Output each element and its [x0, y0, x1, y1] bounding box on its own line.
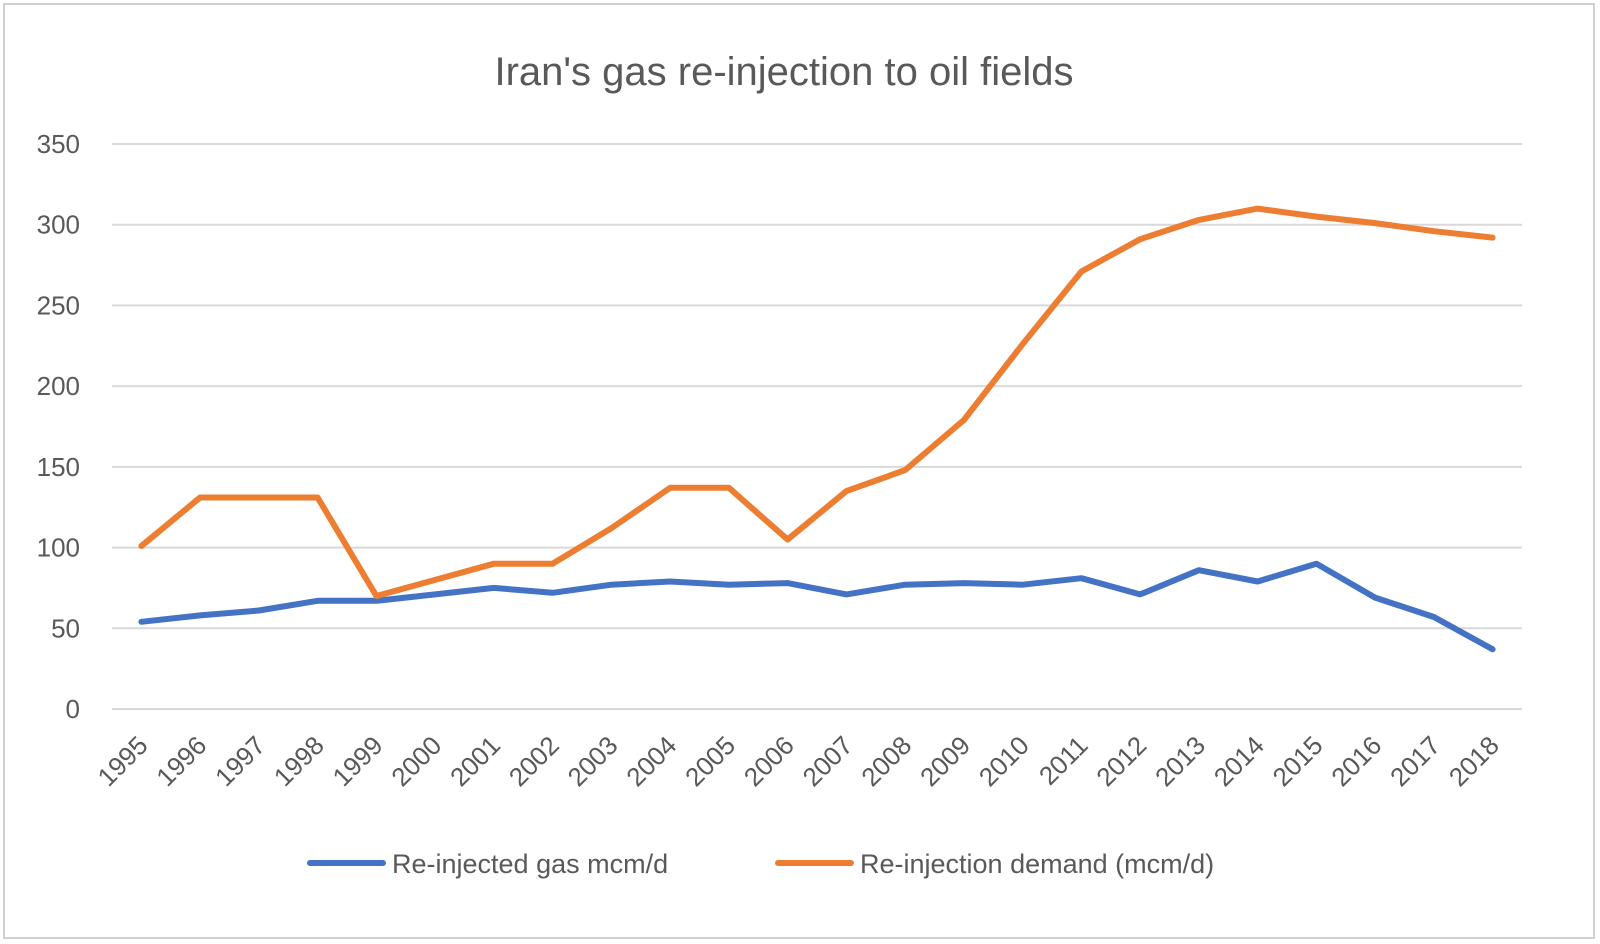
x-tick-label: 2000	[385, 730, 447, 792]
series-lines	[138, 205, 1496, 653]
y-tick-label: 50	[51, 613, 80, 643]
y-tick-label: 100	[37, 533, 80, 563]
y-tick-label: 150	[37, 452, 80, 482]
x-tick-label: 2007	[797, 730, 859, 792]
x-tick-label: 2010	[973, 730, 1035, 792]
x-tick-label: 2011	[1033, 730, 1094, 791]
x-tick-label: 2012	[1090, 730, 1152, 792]
x-tick-label: 2016	[1325, 730, 1387, 792]
x-tick-label: 2003	[562, 730, 624, 792]
x-tick-label: 2018	[1443, 730, 1505, 792]
y-tick-label: 250	[37, 290, 80, 320]
y-tick-label: 350	[37, 129, 80, 159]
x-tick-label: 2001	[444, 730, 506, 792]
x-tick-label: 1999	[327, 730, 389, 792]
x-tick-label: 1998	[268, 730, 330, 792]
legend-label-re-injected-gas: Re-injected gas mcm/d	[392, 849, 668, 879]
x-tick-label: 2013	[1149, 730, 1211, 792]
x-tick-label: 2015	[1267, 730, 1329, 792]
gridlines	[112, 143, 1522, 710]
x-tick-label: 2002	[503, 730, 565, 792]
x-tick-label: 1996	[150, 730, 212, 792]
legend: Re-injected gas mcm/d Re-injection demand…	[307, 849, 1214, 879]
legend-label-re-injection-demand: Re-injection demand (mcm/d)	[860, 849, 1214, 879]
x-tick-label: 2005	[679, 730, 741, 792]
x-tick-label: 2006	[738, 730, 800, 792]
chart-title: Iran's gas re-injection to oil fields	[494, 50, 1073, 94]
series-line-re-injection-demand	[138, 205, 1496, 599]
chart-frame: Iran's gas re-injection to oil fields 0 5…	[3, 3, 1595, 939]
x-tick-label: 2008	[855, 730, 917, 792]
x-axis-ticks: 1995199619971998199920002001200220032004…	[92, 730, 1505, 792]
y-tick-label: 300	[37, 210, 80, 240]
y-tick-label: 200	[37, 371, 80, 401]
line-chart: Iran's gas re-injection to oil fields 0 5…	[37, 50, 1522, 879]
x-tick-label: 2014	[1208, 730, 1270, 792]
y-tick-label: 0	[66, 694, 80, 724]
series-line-re-injected-gas	[138, 560, 1496, 653]
x-tick-label: 2004	[620, 730, 682, 792]
y-axis-ticks: 0 50 100 150 200 250 300 350	[37, 129, 80, 724]
x-tick-label: 1997	[209, 730, 271, 792]
x-tick-label: 1995	[92, 730, 154, 792]
x-tick-label: 2009	[914, 730, 976, 792]
x-tick-label: 2017	[1384, 730, 1446, 792]
